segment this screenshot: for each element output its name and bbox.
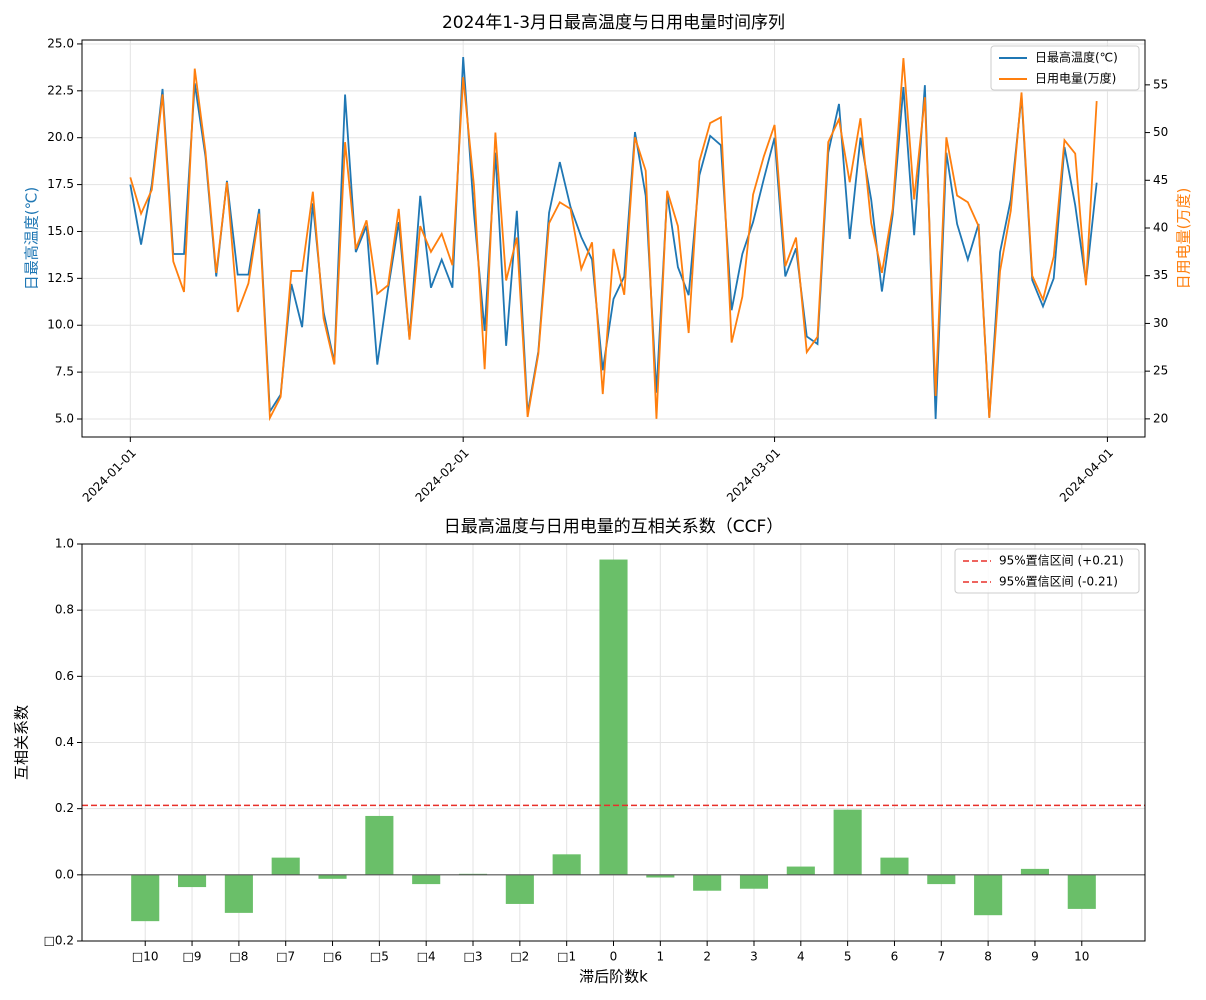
y2-axis-label: 日用电量(万度)	[1175, 188, 1193, 290]
bar	[412, 874, 441, 885]
bar	[224, 874, 253, 913]
legend-label: 95%置信区间 (-0.21)	[999, 575, 1118, 589]
y2-tick-label: 35	[1153, 268, 1168, 282]
chart-title: 2024年1-3月日最高温度与日用电量时间序列	[442, 13, 785, 33]
x-tick-label: 3	[750, 950, 758, 964]
y-tick-label: 17.5	[47, 177, 74, 191]
bar	[739, 874, 769, 889]
bar	[318, 874, 347, 879]
x-tick-label: 2024-03-01	[724, 446, 783, 505]
legend-box	[990, 45, 1140, 91]
legend-label: 日最高温度(℃)	[1035, 50, 1118, 65]
y-axis-label: 日最高温度(℃)	[23, 187, 41, 291]
y-tick-label: □0.2	[44, 934, 74, 948]
y-tick-label: 5.0	[55, 411, 74, 425]
y-tick-label: 25.0	[47, 36, 74, 50]
x-tick-label: 1	[657, 950, 665, 964]
x-tick-label: 2024-04-01	[1057, 446, 1116, 505]
x-tick-label: □8	[229, 950, 248, 964]
bar	[646, 874, 675, 878]
bar	[599, 559, 628, 875]
legend-label: 95%置信区间 (+0.21)	[999, 554, 1124, 568]
bar	[131, 874, 160, 922]
y2-tick-label: 40	[1153, 221, 1168, 235]
y-tick-label: 0.6	[55, 669, 74, 683]
x-tick-label: 2024-02-01	[413, 446, 472, 505]
x-tick-label: □7	[276, 950, 295, 964]
y2-tick-label: 25	[1153, 364, 1168, 378]
x-tick-label: 8	[984, 950, 992, 964]
bar	[1020, 868, 1050, 875]
bar	[693, 874, 722, 891]
y-tick-label: 7.5	[55, 365, 74, 379]
legend-label: 日用电量(万度)	[1035, 71, 1116, 86]
x-tick-label: 2024-01-01	[80, 446, 139, 505]
bar	[271, 857, 300, 875]
bar	[1067, 874, 1096, 909]
y-tick-label: 20.0	[47, 130, 74, 144]
bar	[505, 874, 534, 904]
y2-tick-label: 45	[1153, 173, 1168, 187]
x-tick-label: □2	[510, 950, 529, 964]
y2-tick-label: 20	[1153, 411, 1168, 425]
x-tick-label: 2	[703, 950, 711, 964]
y2-tick-label: 55	[1153, 77, 1168, 91]
y-tick-label: 12.5	[47, 271, 74, 285]
y-tick-label: 0.8	[55, 603, 74, 617]
series-line	[129, 57, 1098, 420]
x-tick-label: □4	[417, 950, 436, 964]
y-tick-label: 1.0	[55, 537, 74, 551]
chart-title: 日最高温度与日用电量的互相关系数（CCF）	[444, 517, 784, 537]
x-tick-label: 10	[1074, 950, 1089, 964]
bar	[786, 866, 815, 875]
bar	[552, 854, 581, 875]
x-tick-label: □10	[132, 950, 159, 964]
x-tick-label: 0	[610, 950, 618, 964]
x-tick-label: □1	[557, 950, 576, 964]
x-axis-label: 滞后阶数k	[579, 968, 648, 986]
y-tick-label: 22.5	[47, 83, 74, 97]
y2-tick-label: 50	[1153, 125, 1168, 139]
x-tick-label: □5	[370, 950, 389, 964]
bar	[833, 809, 862, 875]
y-tick-label: 0.2	[55, 801, 74, 815]
x-tick-label: 9	[1031, 950, 1039, 964]
x-tick-label: 6	[891, 950, 899, 964]
bar	[927, 874, 956, 885]
series-line	[129, 58, 1098, 422]
bar	[365, 815, 394, 875]
bar	[177, 874, 207, 888]
y-axis-label: 互相关系数	[13, 705, 31, 780]
x-tick-label: 4	[797, 950, 805, 964]
plot-frame	[81, 39, 1146, 438]
bar	[974, 874, 1003, 916]
x-tick-label: □3	[464, 950, 483, 964]
bar	[880, 857, 909, 875]
y-tick-label: 15.0	[47, 224, 74, 238]
legend-box	[954, 548, 1140, 594]
y2-tick-label: 30	[1153, 316, 1168, 330]
x-tick-label: □9	[183, 950, 202, 964]
y-tick-label: 0.0	[55, 867, 74, 881]
x-tick-label: 7	[937, 950, 945, 964]
x-tick-label: □6	[323, 950, 342, 964]
y-tick-label: 10.0	[47, 318, 74, 332]
y-tick-label: 0.4	[55, 735, 74, 749]
x-tick-label: 5	[844, 950, 852, 964]
plot-frame	[81, 543, 1146, 942]
